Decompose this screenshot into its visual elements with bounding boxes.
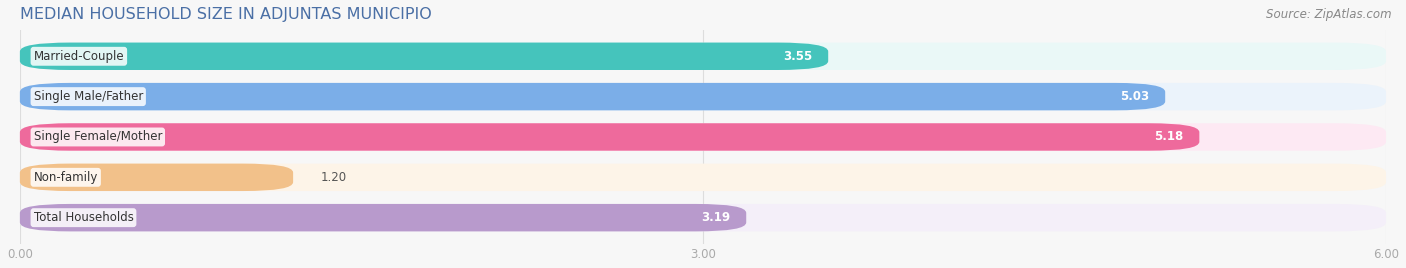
Text: MEDIAN HOUSEHOLD SIZE IN ADJUNTAS MUNICIPIO: MEDIAN HOUSEHOLD SIZE IN ADJUNTAS MUNICI…	[20, 7, 432, 22]
Text: 1.20: 1.20	[321, 171, 346, 184]
Text: 5.03: 5.03	[1121, 90, 1149, 103]
Text: Single Female/Mother: Single Female/Mother	[34, 131, 162, 143]
FancyBboxPatch shape	[20, 123, 1386, 151]
Text: Total Households: Total Households	[34, 211, 134, 224]
Text: Married-Couple: Married-Couple	[34, 50, 124, 63]
Text: 3.55: 3.55	[783, 50, 813, 63]
FancyBboxPatch shape	[20, 83, 1386, 110]
Text: Single Male/Father: Single Male/Father	[34, 90, 143, 103]
Text: 5.18: 5.18	[1154, 131, 1184, 143]
Text: Non-family: Non-family	[34, 171, 98, 184]
FancyBboxPatch shape	[20, 43, 1386, 70]
FancyBboxPatch shape	[20, 204, 747, 231]
FancyBboxPatch shape	[20, 163, 1386, 191]
FancyBboxPatch shape	[20, 163, 292, 191]
FancyBboxPatch shape	[20, 204, 1386, 231]
FancyBboxPatch shape	[20, 123, 1199, 151]
Text: 3.19: 3.19	[702, 211, 730, 224]
FancyBboxPatch shape	[20, 83, 1166, 110]
FancyBboxPatch shape	[20, 43, 828, 70]
Text: Source: ZipAtlas.com: Source: ZipAtlas.com	[1267, 8, 1392, 21]
